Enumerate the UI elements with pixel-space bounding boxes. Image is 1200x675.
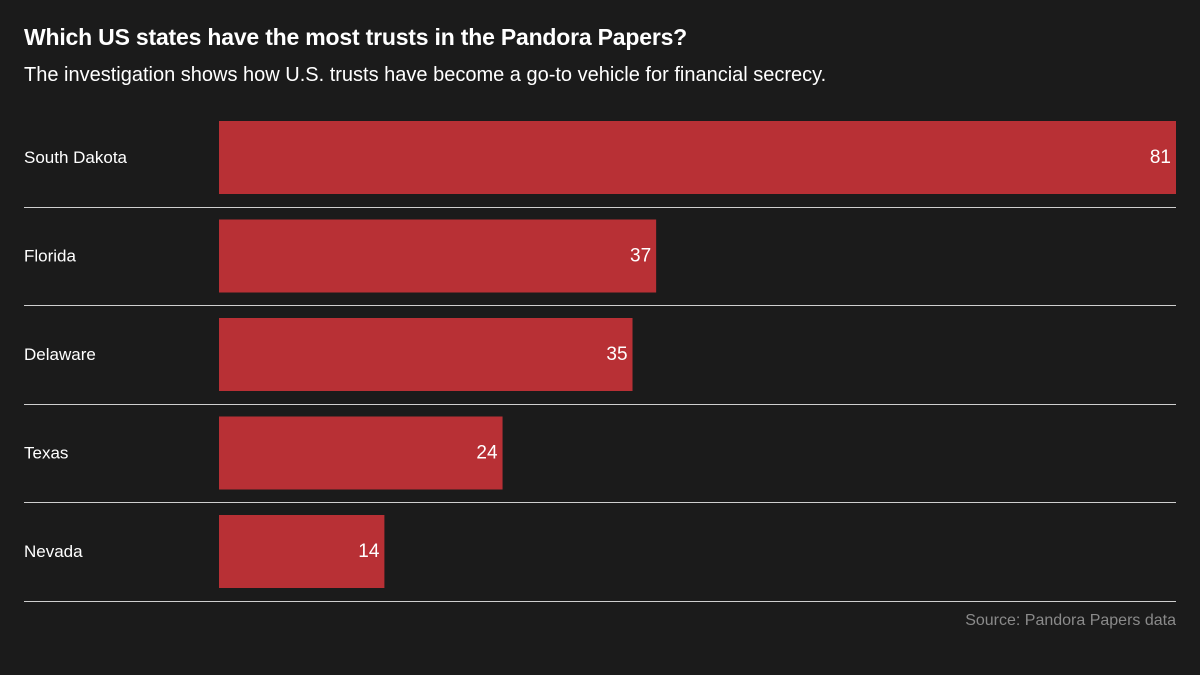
value-label: 14 <box>358 541 380 562</box>
category-label: Texas <box>24 444 68 463</box>
value-label: 35 <box>606 344 627 365</box>
value-label: 37 <box>630 246 651 267</box>
category-label: South Dakota <box>24 148 128 167</box>
bar <box>219 318 633 391</box>
value-label: 24 <box>476 443 498 464</box>
category-label: Florida <box>24 247 77 266</box>
category-label: Nevada <box>24 542 83 561</box>
bar <box>219 219 657 293</box>
chart-subtitle: The investigation shows how U.S. trusts … <box>24 64 827 86</box>
value-label: 81 <box>1150 147 1171 168</box>
bar <box>219 121 1176 194</box>
category-label: Delaware <box>24 345 96 364</box>
bar <box>219 416 503 490</box>
source-note: Source: Pandora Papers data <box>965 612 1176 629</box>
chart-title: Which US states have the most trusts in … <box>24 24 688 50</box>
bar <box>219 515 385 588</box>
